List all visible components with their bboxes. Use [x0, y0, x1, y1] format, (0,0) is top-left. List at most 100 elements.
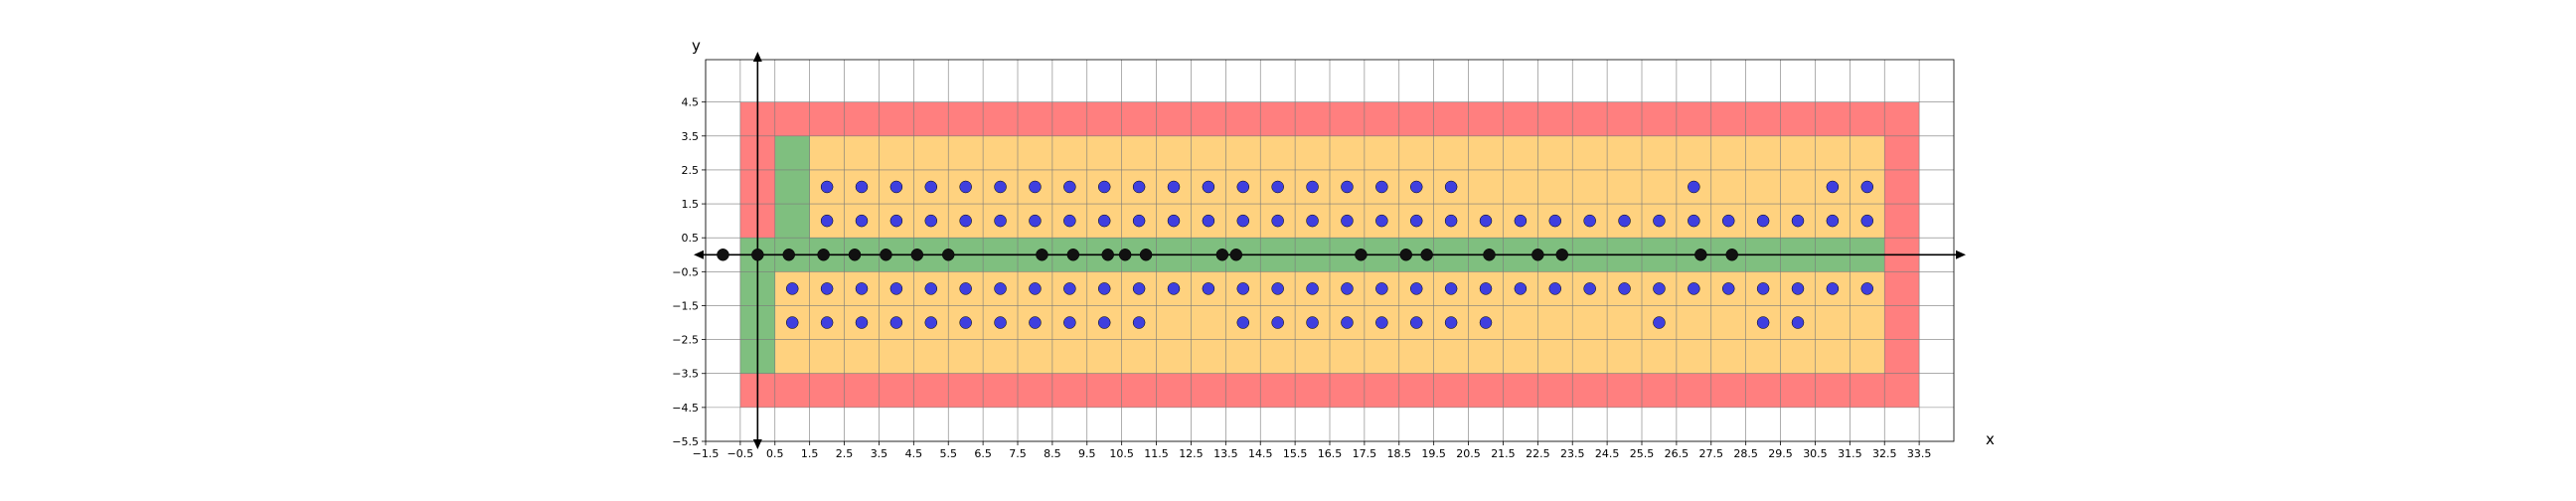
point-s0-41 — [1479, 214, 1493, 228]
x-tick-label-21: 19.5 — [1421, 447, 1446, 460]
y-tick-label-8: −3.5 — [672, 368, 699, 381]
point-s0-46 — [1653, 214, 1666, 228]
point-s0-84 — [1860, 282, 1874, 295]
point-s0-14 — [1306, 180, 1319, 194]
point-s0-86 — [820, 316, 834, 329]
point-s0-85 — [785, 316, 799, 329]
point-s0-105 — [1756, 316, 1770, 329]
point-s1-6 — [910, 249, 924, 261]
point-s0-77 — [1618, 282, 1631, 295]
point-s0-15 — [1341, 180, 1354, 194]
y-tick-label-7: −2.5 — [672, 334, 699, 347]
y-tick-label-6: −1.5 — [672, 299, 699, 312]
point-s0-52 — [1860, 214, 1874, 228]
x-tick-label-13: 11.5 — [1144, 447, 1169, 460]
point-s0-67 — [1271, 282, 1284, 295]
point-s0-33 — [1202, 214, 1215, 228]
point-s0-88 — [889, 316, 903, 329]
point-s0-48 — [1721, 214, 1735, 228]
y-tick-label-9: −4.5 — [672, 402, 699, 415]
x-tick-label-32: 30.5 — [1803, 447, 1828, 460]
x-tick-label-29: 27.5 — [1699, 447, 1724, 460]
point-s0-74 — [1514, 282, 1528, 295]
x-tick-label-14: 12.5 — [1179, 447, 1204, 460]
x-tick-label-19: 17.5 — [1353, 447, 1377, 460]
point-s0-45 — [1618, 214, 1631, 228]
point-s0-103 — [1479, 316, 1493, 329]
point-s0-60 — [1029, 282, 1042, 295]
point-s0-34 — [1236, 214, 1250, 228]
point-s0-35 — [1271, 214, 1284, 228]
point-s1-14 — [1229, 249, 1243, 261]
point-s0-40 — [1444, 214, 1458, 228]
point-s0-63 — [1132, 282, 1146, 295]
point-s1-4 — [848, 249, 862, 261]
y-tick-label-4: 0.5 — [682, 232, 700, 245]
point-s0-89 — [924, 316, 938, 329]
point-s1-7 — [941, 249, 955, 261]
x-axis-label: x — [1986, 430, 1995, 448]
point-s0-95 — [1132, 316, 1146, 329]
point-s1-17 — [1420, 249, 1433, 261]
point-s1-11 — [1118, 249, 1132, 261]
point-s0-78 — [1653, 282, 1666, 295]
point-s0-94 — [1097, 316, 1111, 329]
x-tick-label-9: 7.5 — [1009, 447, 1027, 460]
point-s1-16 — [1399, 249, 1413, 261]
point-s0-8 — [1097, 180, 1111, 194]
x-tick-label-8: 6.5 — [974, 447, 992, 460]
x-tick-label-25: 23.5 — [1560, 447, 1585, 460]
point-s1-3 — [817, 249, 830, 261]
point-s0-71 — [1409, 282, 1423, 295]
point-s0-100 — [1375, 316, 1388, 329]
point-s0-91 — [994, 316, 1007, 329]
x-tick-label-20: 18.5 — [1387, 447, 1412, 460]
point-s0-73 — [1479, 282, 1493, 295]
point-s1-9 — [1066, 249, 1080, 261]
x-tick-label-2: 0.5 — [766, 447, 784, 460]
x-tick-label-34: 32.5 — [1872, 447, 1897, 460]
x-tick-label-11: 9.5 — [1078, 447, 1096, 460]
x-tick-label-24: 22.5 — [1526, 447, 1550, 460]
region-4 — [774, 135, 810, 239]
x-tick-label-6: 4.5 — [905, 447, 923, 460]
x-tick-label-15: 13.5 — [1213, 447, 1238, 460]
point-s0-56 — [889, 282, 903, 295]
point-s0-82 — [1791, 282, 1805, 295]
point-s0-18 — [1444, 180, 1458, 194]
point-s1-15 — [1355, 249, 1368, 261]
point-s0-80 — [1721, 282, 1735, 295]
point-s1-2 — [782, 249, 795, 261]
point-s0-93 — [1063, 316, 1076, 329]
point-s0-75 — [1548, 282, 1562, 295]
point-s1-13 — [1215, 249, 1229, 261]
point-s0-98 — [1306, 316, 1319, 329]
point-s0-32 — [1167, 214, 1181, 228]
point-s1-22 — [1725, 249, 1738, 261]
point-s0-3 — [924, 180, 938, 194]
x-tick-label-26: 24.5 — [1595, 447, 1620, 460]
point-s0-50 — [1791, 214, 1805, 228]
point-s0-44 — [1583, 214, 1596, 228]
point-s0-66 — [1236, 282, 1250, 295]
point-s0-25 — [924, 214, 938, 228]
point-s0-106 — [1791, 316, 1805, 329]
point-s0-10 — [1167, 180, 1181, 194]
y-axis-label: y — [692, 37, 701, 55]
x-tick-label-18: 16.5 — [1318, 447, 1343, 460]
x-tick-label-28: 26.5 — [1665, 447, 1690, 460]
point-s0-20 — [1826, 180, 1840, 194]
point-s0-27 — [994, 214, 1007, 228]
point-s0-5 — [994, 180, 1007, 194]
x-tick-label-33: 31.5 — [1838, 447, 1862, 460]
point-s0-64 — [1167, 282, 1181, 295]
point-s0-90 — [959, 316, 972, 329]
x-tick-label-31: 29.5 — [1768, 447, 1793, 460]
point-s1-20 — [1555, 249, 1569, 261]
point-s0-11 — [1202, 180, 1215, 194]
point-s0-42 — [1514, 214, 1528, 228]
point-s0-99 — [1341, 316, 1354, 329]
y-tick-label-2: 2.5 — [682, 164, 700, 177]
y-tick-label-10: −5.5 — [672, 435, 699, 448]
point-s0-59 — [994, 282, 1007, 295]
